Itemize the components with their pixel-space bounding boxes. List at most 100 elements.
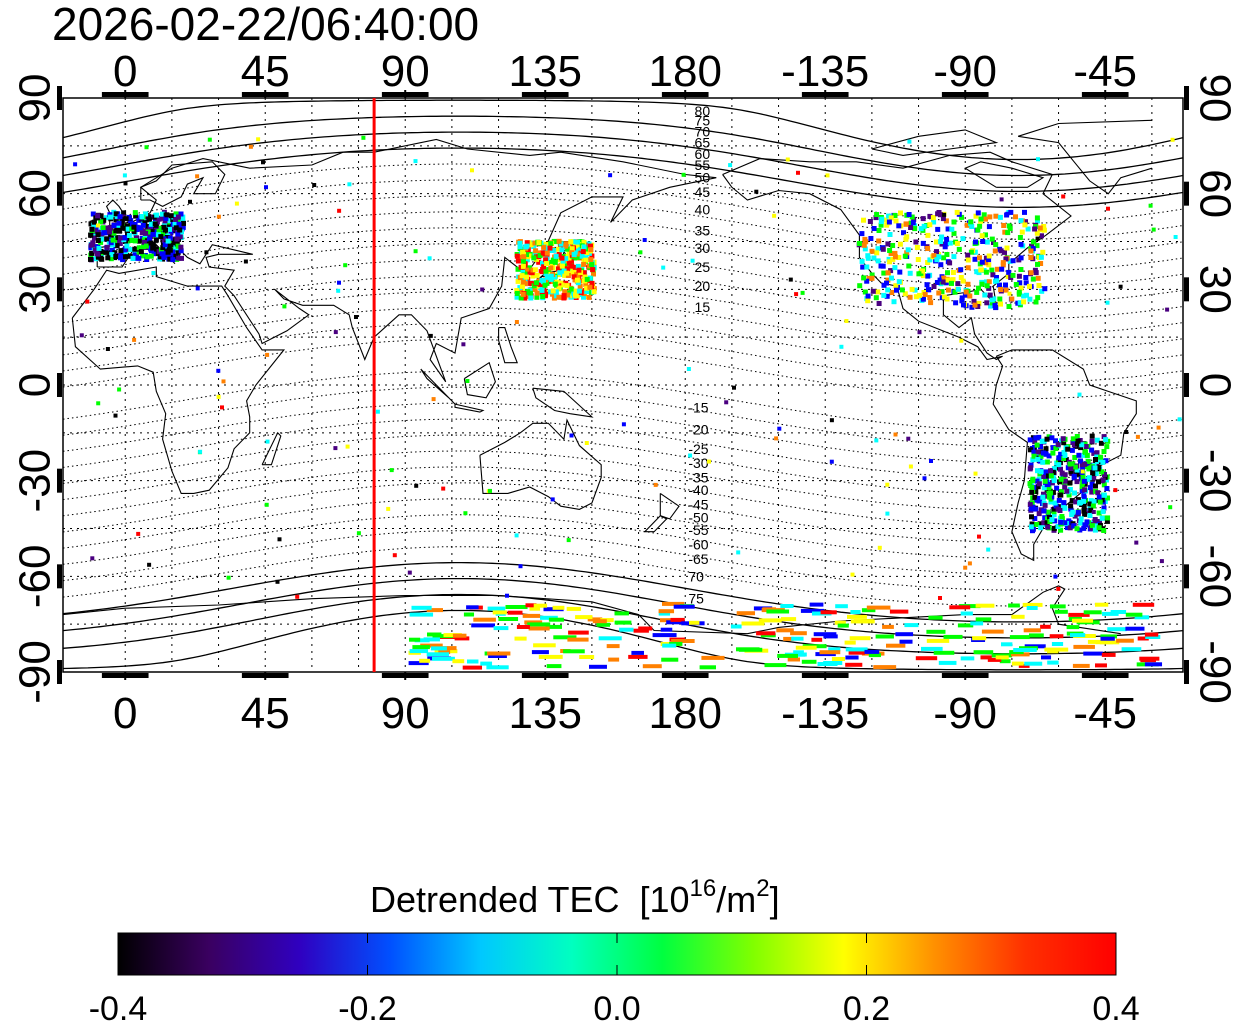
- tec-pixel: [1078, 499, 1083, 505]
- tec-pixel: [430, 646, 447, 651]
- tec-pixel: [552, 605, 565, 610]
- tec-pixel: [1089, 433, 1095, 439]
- tec-pixel: [979, 259, 985, 265]
- lat-tick-right: [1184, 373, 1189, 397]
- tec-pixel: [282, 304, 287, 309]
- tec-pixel: [411, 605, 432, 610]
- tec-pixel: [90, 211, 96, 217]
- tec-pixel: [969, 224, 975, 229]
- tec-pixel: [574, 277, 580, 283]
- tec-pixel: [938, 262, 944, 268]
- tec-pixel: [1041, 475, 1046, 479]
- tec-pixel: [408, 661, 429, 666]
- tec-pixel: [850, 610, 861, 614]
- tec-pixel: [144, 254, 150, 260]
- tec-pixel: [885, 287, 891, 293]
- axis-bar-bottom: [521, 673, 569, 678]
- tec-pixel: [121, 210, 127, 216]
- tec-pixel: [1006, 223, 1012, 229]
- tec-pixel: [1089, 447, 1095, 453]
- lat-label-right: 90: [1190, 74, 1239, 123]
- tec-pixel: [941, 255, 947, 261]
- tec-pixel: [1038, 449, 1044, 455]
- tec-pixel: [178, 248, 184, 254]
- tec-pixel: [1059, 514, 1065, 519]
- tec-pixel: [132, 231, 138, 237]
- tec-pixel: [983, 269, 989, 275]
- tec-pixel: [1124, 430, 1129, 434]
- tec-pixel: [158, 234, 164, 240]
- tec-pixel: [861, 242, 867, 248]
- tec-pixel: [980, 239, 986, 244]
- magnetic-latitude-label: 60: [695, 146, 711, 162]
- tec-pixel: [463, 612, 475, 617]
- tec-pixel: [178, 211, 184, 217]
- tec-pixel: [158, 225, 164, 231]
- tec-pixel: [1089, 438, 1095, 444]
- tec-pixel: [926, 287, 931, 293]
- tec-pixel: [131, 229, 137, 235]
- tec-pixel: [994, 266, 1000, 272]
- tec-pixel: [934, 249, 939, 255]
- tec-pixel: [361, 135, 366, 140]
- lat-tick-right: [1184, 86, 1189, 110]
- tec-pixel: [1082, 461, 1088, 467]
- tec-pixel: [975, 603, 995, 608]
- tec-pixel: [525, 603, 537, 608]
- tec-pixel: [1069, 498, 1075, 504]
- tec-pixel: [1004, 245, 1010, 251]
- tec-pixel: [945, 287, 951, 293]
- tec-pixel: [943, 280, 949, 286]
- tec-pixel: [1018, 218, 1024, 224]
- axis-bar-top: [241, 92, 289, 97]
- tec-pixel: [427, 256, 432, 261]
- tec-pixel: [1035, 484, 1041, 490]
- tec-pixel: [113, 228, 119, 234]
- coastline: [140, 161, 226, 208]
- tec-pixel: [462, 665, 483, 670]
- tec-pixel: [533, 643, 556, 648]
- tec-pixel: [927, 222, 933, 228]
- tec-pixel: [936, 254, 942, 260]
- tec-pixel: [117, 241, 123, 246]
- tec-pixel: [878, 219, 884, 225]
- tec-pixel: [1139, 656, 1160, 661]
- tec-pixel: [783, 636, 794, 641]
- magnetic-latitude-contour: [62, 291, 1184, 352]
- tec-pixel: [579, 253, 585, 259]
- tec-pixel: [975, 304, 981, 309]
- tec-pixel: [531, 244, 537, 249]
- tec-pixel: [998, 301, 1003, 307]
- tec-pixel: [140, 222, 146, 228]
- magnetic-latitude-label: 75: [688, 591, 704, 607]
- tec-pixel: [960, 278, 966, 284]
- tec-pixel: [1035, 456, 1041, 462]
- tec-pixel: [1135, 434, 1140, 439]
- tec-pixel: [1038, 444, 1043, 449]
- magnetic-latitude-contour: [62, 259, 1184, 320]
- tec-pixel: [466, 605, 479, 610]
- tec-pixel: [972, 256, 978, 262]
- tec-pixel: [136, 245, 142, 251]
- tec-pixel: [1083, 651, 1103, 656]
- tec-pixel: [1051, 509, 1057, 515]
- tec-pixel: [908, 225, 914, 230]
- tec-pixel: [173, 253, 179, 259]
- colorbar-unit-exp: 16: [690, 875, 717, 902]
- tec-pixel: [550, 497, 555, 502]
- tec-pixel: [156, 229, 162, 234]
- tec-pixel: [1035, 236, 1040, 241]
- tec-pixel: [947, 260, 953, 266]
- tec-pixel: [1067, 480, 1073, 486]
- axis-bar-top: [101, 92, 149, 97]
- tec-pixel: [983, 216, 988, 222]
- tec-pixel: [875, 246, 881, 252]
- tec-pixel: [931, 253, 937, 259]
- tec-pixel: [173, 211, 179, 217]
- tec-pixel: [159, 251, 165, 257]
- tec-pixel: [1077, 527, 1083, 533]
- tec-pixel: [528, 295, 534, 301]
- tec-pixel: [955, 281, 961, 287]
- tec-pixel: [584, 441, 589, 445]
- magnetic-latitude-label: 35: [695, 222, 711, 238]
